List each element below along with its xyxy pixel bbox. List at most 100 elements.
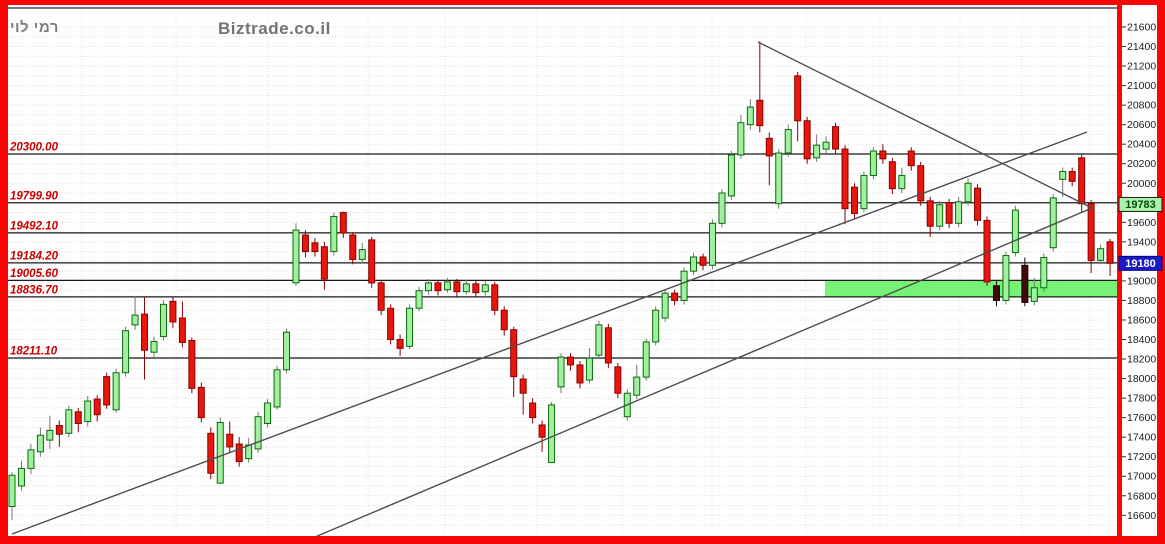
- axis-tick-label: 19000: [1127, 275, 1156, 287]
- symbol-watermark: רמי לוי: [10, 19, 59, 36]
- candlestick: [794, 75, 802, 122]
- candlestick: [434, 282, 442, 292]
- candlestick: [339, 212, 347, 234]
- candlestick: [93, 398, 101, 416]
- candlestick: [330, 215, 338, 253]
- candlestick: [813, 144, 821, 159]
- support-level-label: 19005.60: [10, 268, 59, 280]
- candlestick: [765, 137, 773, 157]
- candlestick: [585, 357, 593, 381]
- axis-tick-label: 19400: [1127, 236, 1156, 248]
- candlestick: [17, 467, 25, 487]
- candlestick: [150, 340, 158, 353]
- candlestick: [1087, 203, 1095, 261]
- support-level-label: 20300.00: [9, 141, 59, 153]
- candlestick: [377, 282, 385, 311]
- axis-tick-label: 20600: [1127, 119, 1156, 131]
- candlestick: [8, 474, 16, 508]
- site-watermark: Biztrade.co.il: [218, 19, 331, 38]
- candlestick: [396, 339, 404, 349]
- candlestick: [566, 356, 574, 366]
- candlestick: [131, 314, 139, 326]
- candlestick: [926, 200, 934, 227]
- support-level-label: 18211.10: [10, 345, 58, 357]
- candlestick: [775, 152, 783, 205]
- reference-price-tag-label: 19783: [1125, 199, 1156, 211]
- candlestick: [888, 161, 896, 190]
- axis-tick-label: 21200: [1127, 61, 1156, 73]
- candlestick: [415, 290, 423, 309]
- candlestick: [443, 281, 451, 291]
- candlestick: [103, 376, 111, 406]
- candlestick: [112, 372, 120, 411]
- candlestick: [690, 256, 698, 272]
- candlestick: [642, 341, 650, 378]
- candlestick: [462, 283, 470, 293]
- candlestick: [292, 229, 300, 284]
- candlestick: [860, 174, 868, 210]
- candlestick: [699, 256, 707, 266]
- support-level-label: 19184.20: [10, 250, 59, 262]
- candlestick: [481, 284, 489, 293]
- candlestick: [1059, 171, 1067, 180]
- trendline-ascending-support-long: [11, 131, 1088, 535]
- candlestick: [727, 154, 735, 197]
- reference-price-tag[interactable]: [1118, 196, 1163, 212]
- candlestick: [65, 409, 73, 434]
- candlestick: [1002, 255, 1010, 301]
- candlestick: [159, 303, 167, 338]
- candlestick: [1011, 209, 1019, 254]
- support-level-label: 18836.70: [10, 284, 59, 296]
- candlestick: [358, 249, 366, 260]
- axis-tick-label: 20200: [1127, 158, 1156, 170]
- candlestick: [84, 400, 92, 423]
- candlestick: [529, 402, 537, 419]
- candlestick: [945, 202, 953, 224]
- candlestick: [226, 433, 234, 448]
- candlestick: [538, 424, 546, 438]
- candlestick: [548, 404, 556, 464]
- candlestick: [964, 182, 972, 203]
- candlestick: [74, 411, 82, 424]
- candlestick: [453, 281, 461, 293]
- axis-tick-label: 17600: [1127, 412, 1156, 424]
- candlestick: [576, 364, 584, 384]
- axis-tick-label: 16800: [1127, 490, 1156, 502]
- axis-tick-label: 18400: [1127, 334, 1156, 346]
- candlestick: [1106, 241, 1114, 264]
- axis-tick-label: 16600: [1127, 510, 1156, 522]
- candlestick: [879, 150, 887, 160]
- candlestick: [368, 239, 376, 284]
- candlestick: [122, 330, 130, 374]
- candlestick: [671, 292, 679, 301]
- candlestick: [708, 222, 716, 266]
- candlestick: [1078, 157, 1086, 205]
- candlestick: [1030, 287, 1038, 302]
- axis-tick-label: 21600: [1127, 22, 1156, 34]
- candlestick: [652, 309, 660, 343]
- candlestick: [907, 150, 915, 167]
- candlestick: [746, 106, 754, 126]
- candlestick: [425, 282, 433, 292]
- last-price-tag[interactable]: [1118, 255, 1163, 271]
- candlestick: [1040, 256, 1048, 289]
- axis-tick-label: 20400: [1127, 139, 1156, 151]
- candlestick: [850, 186, 858, 215]
- trendline-ascending-support-channel: [314, 207, 1093, 538]
- candlestick: [955, 201, 963, 224]
- candlestick: [756, 99, 764, 127]
- candlestick: [519, 378, 527, 394]
- axis-tick-label: 21400: [1127, 41, 1156, 53]
- candlestick: [595, 324, 603, 356]
- candlestick: [718, 192, 726, 224]
- candlestick: [898, 174, 906, 190]
- axis-tick-label: 19600: [1127, 217, 1156, 229]
- axis-tick-label: 20000: [1127, 178, 1156, 190]
- candlestick: [500, 309, 508, 331]
- candlestick: [832, 126, 840, 150]
- candlestick: [936, 204, 944, 227]
- candlestick: [491, 284, 499, 311]
- candlestick: [737, 122, 745, 156]
